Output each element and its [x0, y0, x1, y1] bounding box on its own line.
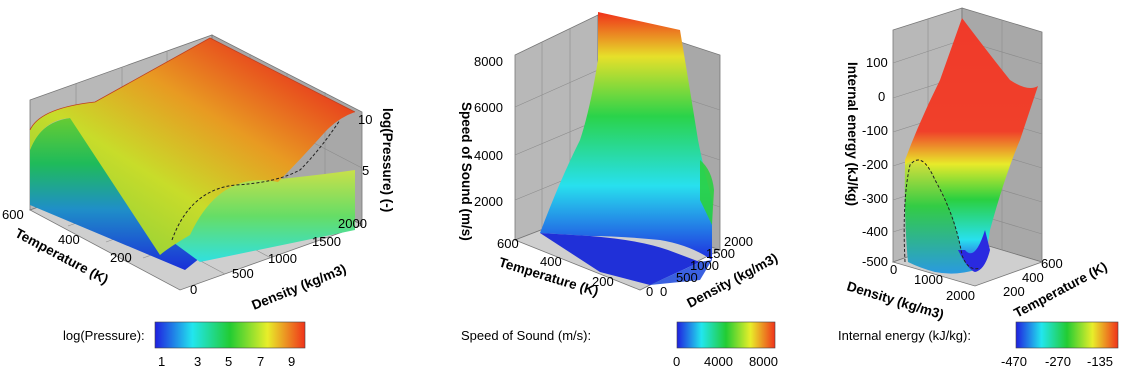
colorbar-tick: 8000 — [749, 354, 778, 369]
surface-top — [30, 38, 355, 255]
z-axis-label: log(Pressure) (-) — [380, 108, 395, 212]
z-tick-label: 100 — [866, 55, 888, 70]
surface-main — [905, 18, 1038, 270]
colorbar-tick: 1 — [158, 354, 165, 369]
y-tick-label: 1500 — [706, 246, 735, 261]
y-tick-label: 2000 — [724, 234, 753, 249]
x-tick-label: 600 — [497, 236, 519, 251]
x-tick-label: 200 — [592, 274, 614, 289]
x-tick-label: 0 — [890, 262, 897, 277]
colorbar-tick: 4000 — [704, 354, 733, 369]
panel-pressure: 5 10 600 400 200 0 500 1000 1500 2000 lo… — [2, 34, 395, 369]
x-tick-label: 2000 — [946, 288, 975, 303]
z-axis-label: Speed of Sound (m/s) — [459, 102, 474, 241]
colorbar-title: Internal energy (kJ/kg): — [838, 328, 971, 343]
y-tick-label: 1000 — [690, 258, 719, 273]
y-tick-label: 1000 — [268, 251, 297, 266]
y-tick-label: 0 — [190, 282, 197, 297]
colorbar-tick: 5 — [225, 354, 232, 369]
colorbar-tick: -270 — [1045, 354, 1071, 369]
colorbar-tick: -135 — [1087, 354, 1113, 369]
colorbar — [154, 321, 306, 349]
y-tick-label: 0 — [660, 284, 667, 299]
z-tick-label: 6000 — [474, 100, 503, 115]
z-tick-label: -200 — [862, 157, 888, 172]
z-tick-label: 5 — [362, 163, 369, 178]
colorbar-tick: -470 — [1001, 354, 1027, 369]
y-tick-label: 400 — [1022, 270, 1044, 285]
surface-right-pocket — [700, 160, 714, 225]
panel-internal-energy: 100 0 -100 -200 -300 -400 -500 0 1000 20… — [838, 7, 1119, 369]
z-tick-label: -500 — [862, 254, 888, 269]
colorbar-tick: 0 — [673, 354, 680, 369]
y-axis-label: Density (kg/m3) — [250, 261, 349, 313]
y-tick-label: 1500 — [312, 234, 341, 249]
saturation-curve — [171, 119, 341, 241]
panel-speed-of-sound: 8000 6000 4000 2000 600 400 200 0 0 500 … — [459, 12, 780, 369]
surface-main — [540, 12, 712, 260]
z-tick-label: -100 — [862, 123, 888, 138]
surface-floor-blue — [540, 233, 700, 285]
surface-pocket-blue — [958, 230, 990, 272]
colorbar-tick: 3 — [194, 354, 201, 369]
y-tick-label: 200 — [1003, 284, 1025, 299]
y-tick-label: 500 — [232, 266, 254, 281]
z-tick-label: 8000 — [474, 54, 503, 69]
colorbar-tick: 9 — [288, 354, 295, 369]
x-tick-label: 400 — [540, 254, 562, 269]
x-tick-label: 1000 — [914, 272, 943, 287]
colorbar-title: Speed of Sound (m/s): — [461, 328, 591, 343]
saturation-curve — [903, 159, 981, 270]
z-tick-label: 4000 — [474, 148, 503, 163]
z-tick-label: 0 — [878, 89, 885, 104]
colorbar — [676, 321, 776, 349]
x-tick-label: 400 — [58, 232, 80, 247]
z-tick-label: 10 — [358, 112, 372, 127]
colorbar — [1015, 321, 1119, 349]
surface-floor-blue-2 — [650, 260, 712, 285]
z-tick-label: -400 — [862, 224, 888, 239]
z-tick-label: 2000 — [474, 194, 503, 209]
surface-top-edge — [29, 37, 356, 131]
colorbar-title: log(Pressure): — [63, 328, 145, 343]
y-tick-label: 2000 — [338, 216, 367, 231]
surface-pocket — [904, 161, 975, 274]
x-tick-label: 600 — [2, 207, 24, 222]
z-tick-label: -300 — [862, 191, 888, 206]
z-axis-label: Internal energy (kJ/kg) — [845, 62, 860, 206]
x-tick-label: 0 — [646, 284, 653, 299]
y-tick-label: 600 — [1041, 256, 1063, 271]
colorbar-tick: 7 — [257, 354, 264, 369]
y-tick-label: 500 — [676, 270, 698, 285]
x-tick-label: 200 — [110, 250, 132, 265]
